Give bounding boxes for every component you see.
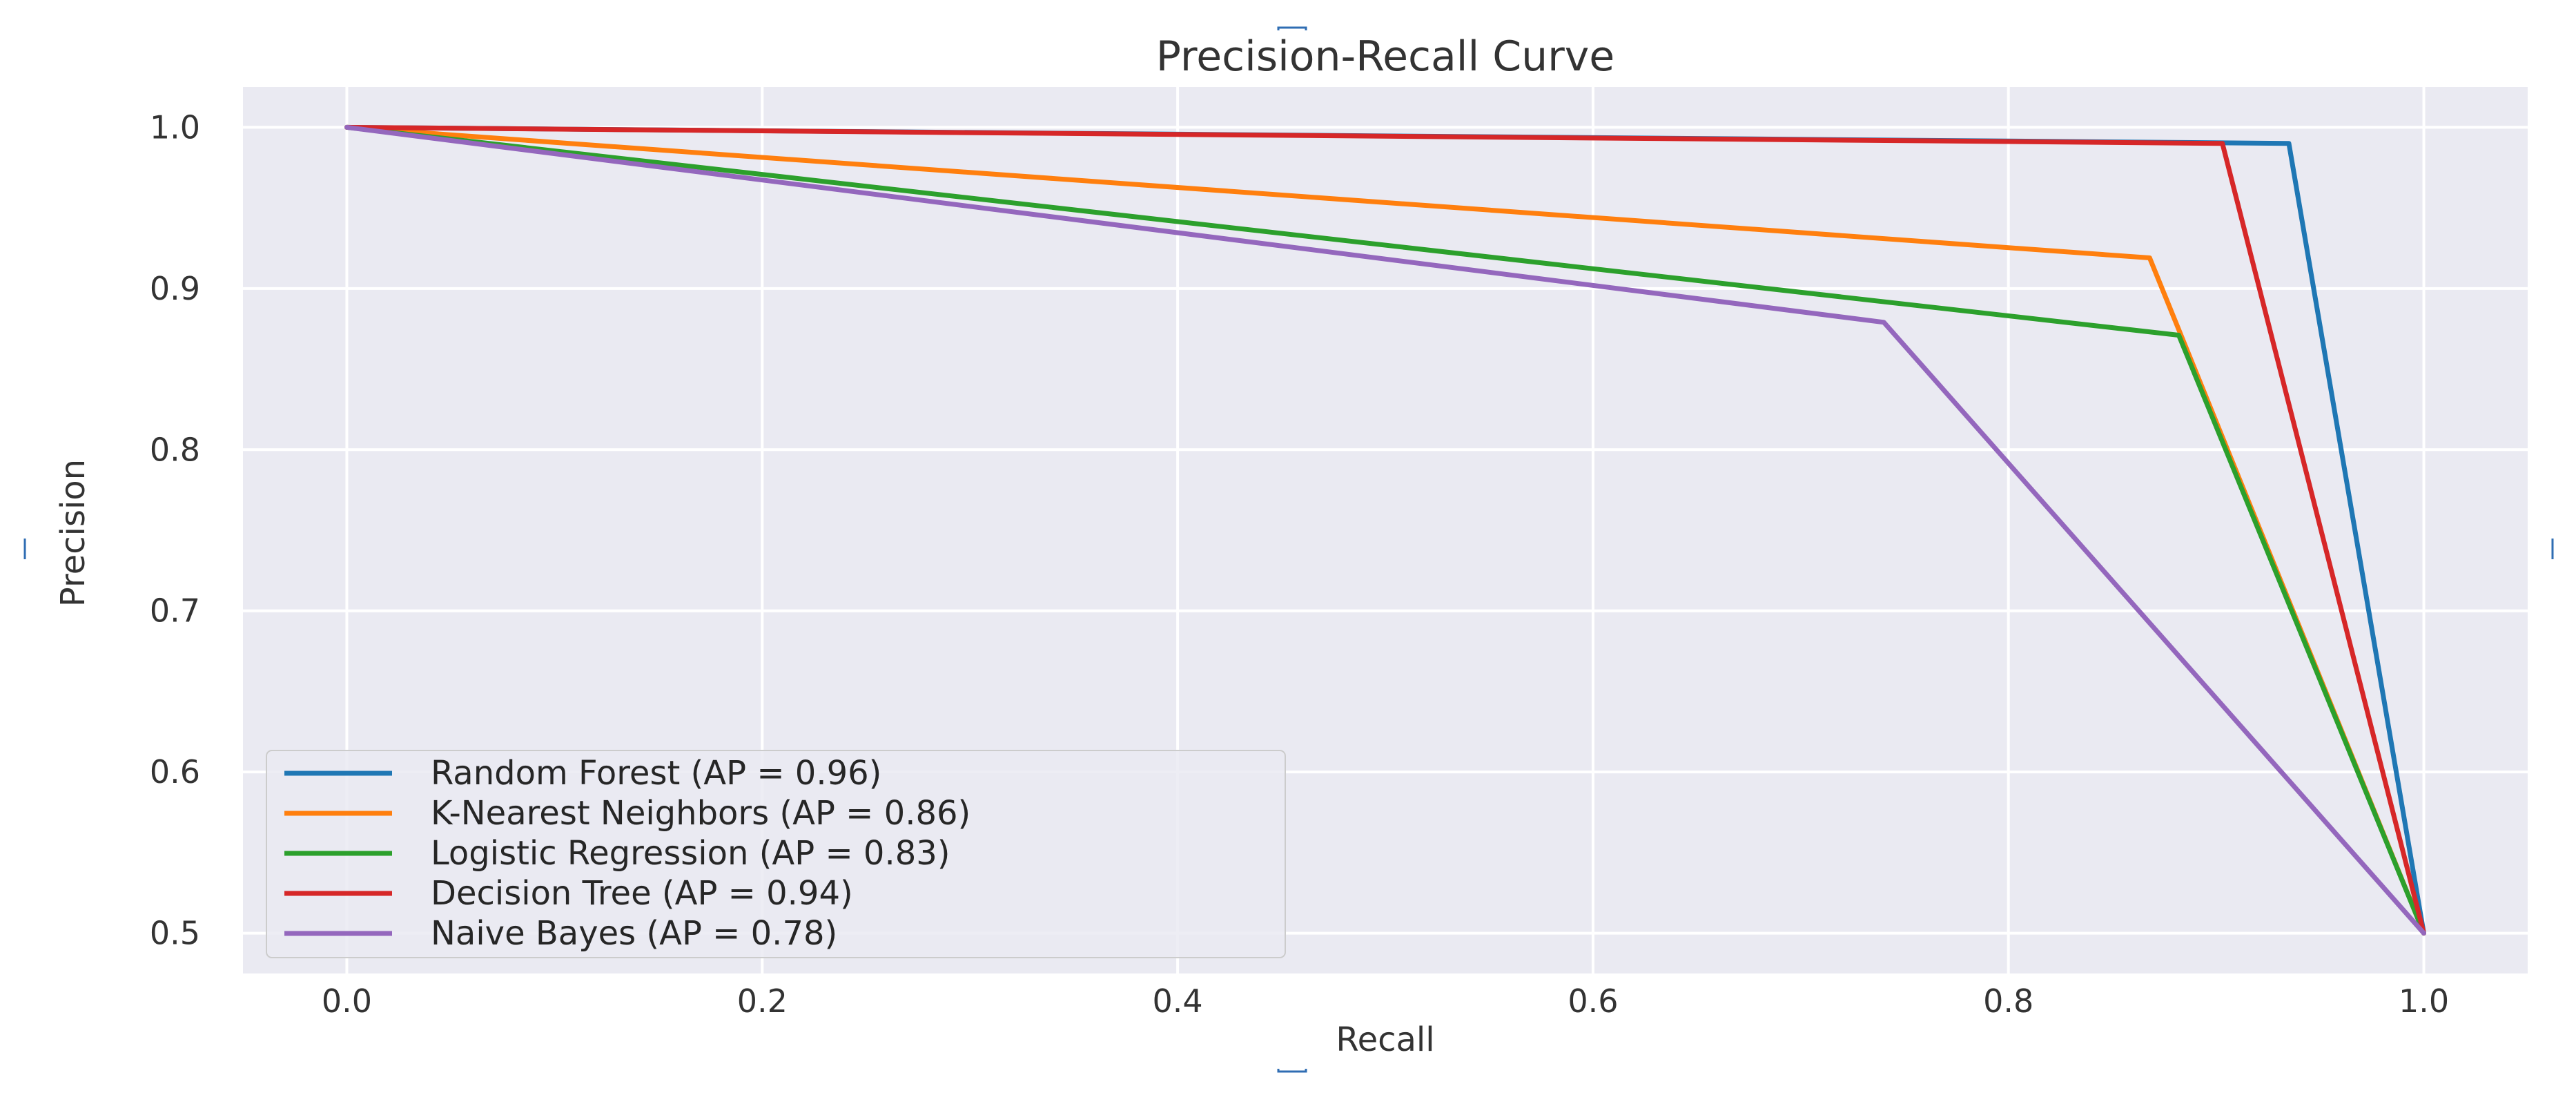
y-tick-labels: 0.5 0.6 0.7 0.8 0.9 1.0 xyxy=(150,108,200,951)
legend-entry: Logistic Regression (AP = 0.83) xyxy=(431,834,950,873)
series-line xyxy=(344,124,2426,936)
x-tick-labels: 0.0 0.2 0.4 0.6 0.8 1.0 xyxy=(322,982,2449,1020)
y-tick-label: 0.5 xyxy=(150,915,200,952)
y-tick-label: 1.0 xyxy=(150,108,200,146)
x-tick-label: 0.4 xyxy=(1153,982,1203,1020)
x-tick-label: 1.0 xyxy=(2399,982,2449,1020)
y-tick-label: 0.6 xyxy=(150,753,200,791)
series-line xyxy=(344,124,2426,936)
x-tick-label: 0.2 xyxy=(737,982,788,1020)
legend: Random Forest (AP = 0.96)K-Nearest Neigh… xyxy=(266,750,1286,958)
y-axis-label: Precision xyxy=(54,459,92,607)
series-line xyxy=(344,124,2426,936)
y-tick-label: 0.9 xyxy=(150,270,200,307)
chart-title: Precision-Recall Curve xyxy=(1156,32,1614,81)
y-tick-label: 0.7 xyxy=(150,592,200,630)
series-lines xyxy=(344,124,2426,936)
x-axis-label: Recall xyxy=(1336,1020,1434,1059)
legend-entry: K-Nearest Neighbors (AP = 0.86) xyxy=(431,794,970,833)
x-tick-label: 0.6 xyxy=(1568,982,1618,1020)
legend-box xyxy=(266,750,1286,958)
legend-entry: Naive Bayes (AP = 0.78) xyxy=(431,914,837,953)
y-tick-label: 0.8 xyxy=(150,431,200,468)
crop-marks xyxy=(23,26,2554,1073)
legend-entry: Random Forest (AP = 0.96) xyxy=(431,754,881,793)
x-tick-label: 0.8 xyxy=(1983,982,2033,1020)
legend-entry: Decision Tree (AP = 0.94) xyxy=(431,874,853,913)
x-tick-label: 0.0 xyxy=(322,982,372,1020)
